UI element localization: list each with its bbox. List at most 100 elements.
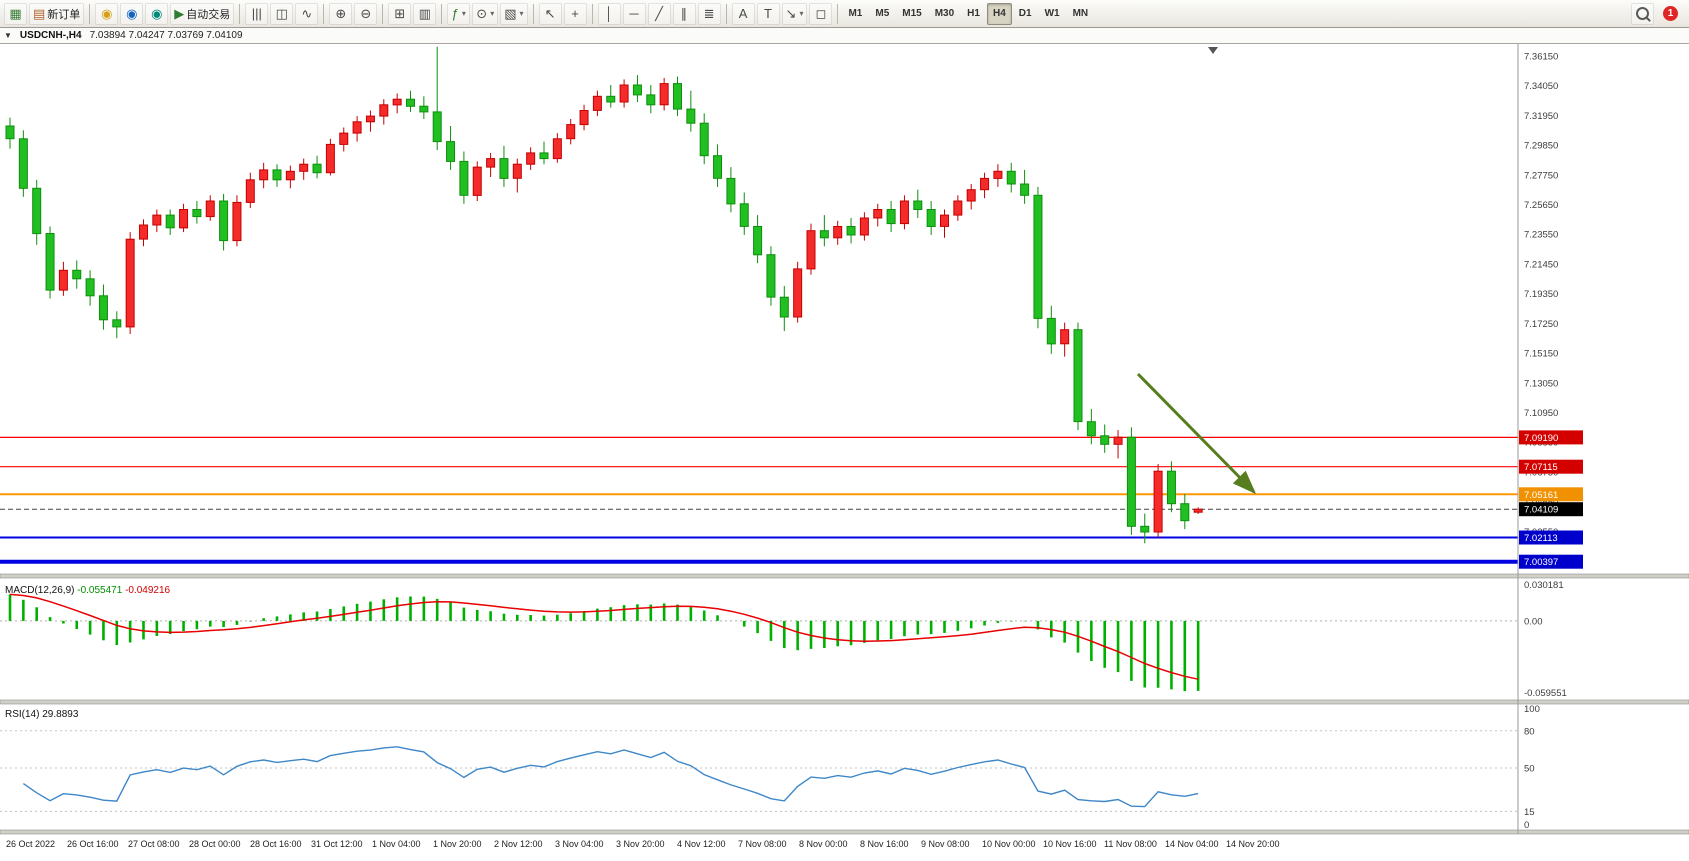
time-axis-label: 3 Nov 20:00 (616, 839, 665, 849)
timeframe-w1-button[interactable]: W1 (1044, 8, 1060, 19)
time-axis-label: 14 Nov 20:00 (1226, 839, 1280, 849)
candle-body (1046, 317, 1056, 345)
text-button[interactable]: A (731, 2, 755, 25)
new-chart-button[interactable]: ▦ (4, 2, 27, 25)
cursor-button[interactable]: ↖ (538, 2, 562, 25)
candle-body (406, 98, 415, 107)
rsi-axis[interactable]: 100 80 50 15 0 (1524, 704, 1540, 831)
timeframe-mn-button[interactable]: MN (1072, 8, 1089, 19)
autotrade-button-label: 自动交易 (186, 8, 231, 21)
candle-body (859, 217, 869, 236)
candle-body (165, 214, 175, 229)
line-chart-button[interactable]: ∿ (295, 2, 319, 25)
bar-chart-button[interactable]: ||| (245, 2, 269, 25)
time-axis-label: 31 Oct 12:00 (311, 839, 363, 849)
market-button[interactable]: ◉ (145, 2, 169, 25)
arrows-icon: ↘ (785, 6, 797, 21)
bar-chart-icon: ||| (251, 6, 262, 21)
candle-body (793, 268, 803, 318)
toolbar-separator (591, 3, 593, 24)
chart-titlebar: ▼ USDCNH-,H4 7.03894 7.04247 7.03769 7.0… (0, 28, 1689, 44)
horizontal-line-button[interactable]: ─ (622, 2, 646, 25)
chart-shift-marker[interactable] (1208, 47, 1218, 54)
time-axis[interactable]: 26 Oct 2022 26 Oct 16:00 27 Oct 08:00 28 Oc… (6, 839, 1280, 849)
candle-body (779, 296, 789, 318)
price-axis-label: 7.21450 (1524, 259, 1558, 270)
timeframe-toolbar: M1 M5 M15 M30 H1 H4 D1 W1 MN (842, 2, 1094, 25)
candle-body (1073, 329, 1083, 423)
zoom-in-button[interactable]: ⊕ (329, 2, 353, 25)
candle-body (806, 230, 816, 270)
macd-axis-label: -0.059551 (1524, 688, 1567, 699)
timeframe-d1-button[interactable]: D1 (1018, 8, 1032, 19)
trendline-button[interactable]: ╱ (647, 2, 671, 25)
fibonacci-button[interactable]: ≣ (697, 2, 721, 25)
rsi-line (22, 746, 1199, 808)
pivot-line-price-tag-label: 7.05161 (1524, 490, 1558, 501)
candle-body (1180, 503, 1190, 522)
candle-body (72, 269, 82, 280)
candle-body (1020, 183, 1030, 196)
candle-body (632, 84, 642, 96)
candle-body (953, 200, 963, 216)
vertical-line-button[interactable]: │ (597, 2, 621, 25)
panel-splitter[interactable] (0, 573, 1689, 579)
candle-body (18, 138, 28, 189)
time-axis-label: 1 Nov 04:00 (372, 839, 421, 849)
chart-menu-icon[interactable]: ▼ (4, 31, 12, 40)
candlestick-chart-button[interactable]: ◫ (270, 2, 294, 25)
alerts-button[interactable]: ◉ (95, 2, 119, 25)
candle-body (606, 95, 616, 103)
tile-windows-icon: ⊞ (394, 6, 406, 21)
pivot-line-price-tag (1519, 487, 1583, 502)
rsi-label: RSI(14) 29.8893 (5, 709, 79, 720)
search-button[interactable] (1631, 2, 1654, 25)
candle-body (392, 98, 402, 106)
candle-body (512, 163, 522, 179)
autotrade-button[interactable]: ▶ 自动交易 (170, 2, 235, 25)
crosshair-button[interactable]: + (563, 2, 587, 25)
rsi-axis-label: 15 (1524, 807, 1535, 818)
timeframe-h4-button[interactable]: H4 (986, 2, 1012, 25)
timeframe-m30-button[interactable]: M30 (934, 8, 955, 19)
templates-button[interactable]: ▧ ▾ (500, 2, 528, 25)
tile-windows-button[interactable]: ⊞ (388, 2, 412, 25)
price-axis-label: 7.27750 (1524, 170, 1558, 181)
indicators-button[interactable]: ƒ ▾ (447, 2, 471, 25)
text-label-button[interactable]: T (756, 2, 780, 25)
timeframe-m15-button[interactable]: M15 (902, 8, 922, 19)
notification-badge[interactable]: 1 (1663, 6, 1678, 21)
timeframe-h1-button[interactable]: H1 (967, 8, 980, 19)
arrows-button[interactable]: ↘ ▾ (781, 2, 808, 25)
arrange-windows-button[interactable]: ▥ (413, 2, 437, 25)
candle-body (1166, 470, 1176, 505)
candle-body (98, 295, 108, 321)
new-order-button[interactable]: ▤ 新订单 (29, 2, 85, 25)
community-button[interactable]: ◉ (120, 2, 144, 25)
zoom-out-icon: ⊖ (360, 6, 372, 21)
candle-body (472, 166, 482, 196)
timeframe-m5-button[interactable]: M5 (875, 8, 890, 19)
candle-body (1086, 421, 1096, 437)
timeframe-m1-button[interactable]: M1 (848, 8, 863, 19)
macd-axis[interactable]: 0.030181 0.00 -0.059551 (1524, 580, 1567, 699)
candle-body (325, 143, 335, 174)
toolbar-separator (323, 3, 325, 24)
dropdown-caret-icon: ▾ (461, 9, 466, 18)
periods-icon: ⊙ (476, 6, 488, 21)
chart-canvas[interactable]: 7.36150 7.34050 7.31950 7.29850 7.27750 7.256… (0, 44, 1689, 859)
zoom-out-button[interactable]: ⊖ (354, 2, 378, 25)
candle-body (739, 203, 749, 227)
channel-button[interactable]: ∥ (672, 2, 696, 25)
candle-body (58, 269, 68, 291)
candle-body (312, 163, 322, 174)
trend-arrow[interactable] (1136, 372, 1257, 495)
periods-button[interactable]: ⊙ ▾ (472, 2, 499, 25)
shapes-button[interactable]: ◻ (809, 2, 833, 25)
time-axis-label: 10 Nov 16:00 (1043, 839, 1097, 849)
time-axis-label: 28 Oct 16:00 (250, 839, 302, 849)
candle-body (713, 155, 723, 179)
panel-splitter[interactable] (0, 829, 1689, 835)
panel-splitter[interactable] (0, 699, 1689, 705)
toolbar-separator (89, 3, 91, 24)
